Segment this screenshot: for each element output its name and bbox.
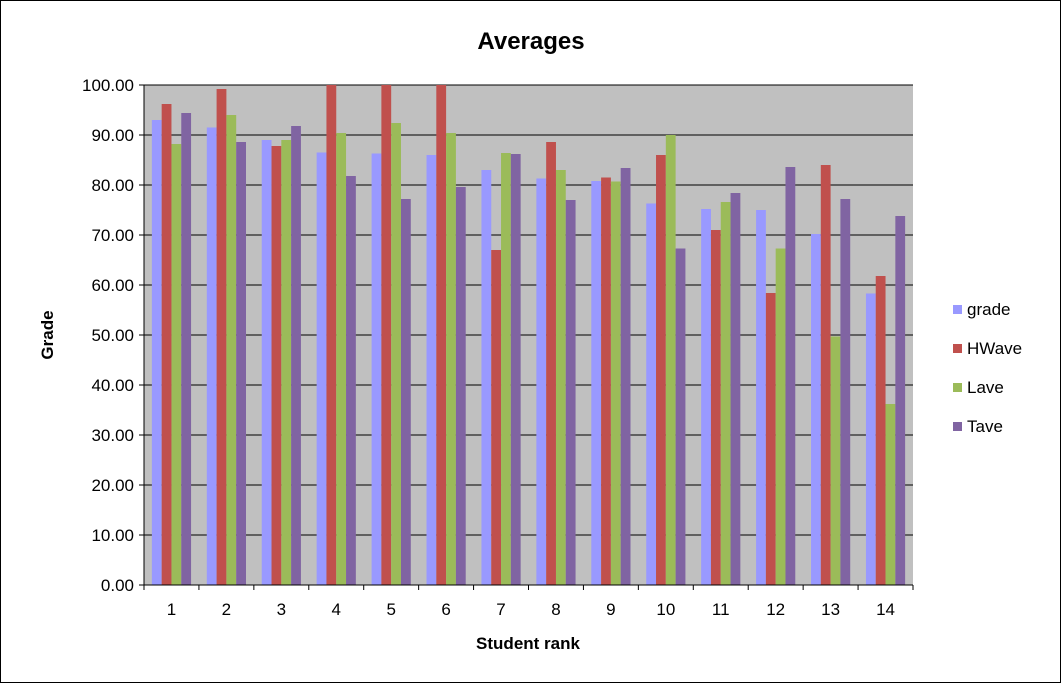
legend-swatch-hwave — [953, 344, 962, 353]
bar-hwave-1 — [161, 104, 172, 585]
y-axis-title: Grade — [38, 310, 57, 359]
x-tick-label: 4 — [332, 600, 341, 619]
y-tick-label: 70.00 — [91, 226, 134, 245]
bar-lave-11 — [720, 202, 731, 585]
bar-tave-10 — [675, 248, 686, 585]
bar-hwave-2 — [216, 89, 227, 585]
x-tick-label: 5 — [386, 600, 395, 619]
y-tick-label: 20.00 — [91, 476, 134, 495]
bar-lave-12 — [775, 248, 786, 585]
legend-label-hwave: HWave — [967, 339, 1022, 358]
legend-label-grade: grade — [967, 300, 1010, 319]
bar-grade-7 — [481, 170, 492, 585]
bar-tave-6 — [455, 187, 466, 585]
legend-swatch-tave — [953, 422, 962, 431]
bar-grade-10 — [646, 203, 657, 585]
bar-hwave-13 — [820, 165, 831, 585]
y-tick-label: 80.00 — [91, 176, 134, 195]
x-tick-label: 12 — [766, 600, 785, 619]
bar-lave-1 — [171, 144, 182, 585]
bar-grade-5 — [371, 153, 382, 585]
x-tick-label: 6 — [441, 600, 450, 619]
y-tick-label: 30.00 — [91, 426, 134, 445]
y-tick-label: 0.00 — [101, 576, 134, 595]
bar-tave-5 — [400, 199, 411, 585]
bar-hwave-3 — [271, 146, 282, 585]
bar-lave-13 — [830, 336, 841, 585]
x-tick-label: 10 — [656, 600, 675, 619]
bar-grade-11 — [701, 209, 711, 585]
legend: grade HWave Lave Tave — [953, 300, 1022, 436]
bar-tave-8 — [565, 200, 576, 585]
bar-grade-4 — [316, 152, 327, 585]
x-tick-label: 9 — [606, 600, 615, 619]
x-tick-label: 3 — [277, 600, 286, 619]
bar-tave-9 — [620, 168, 631, 585]
x-tick-label: 8 — [551, 600, 560, 619]
bar-lave-6 — [446, 133, 456, 585]
plot-area: 0.00 10.00 20.00 30.00 40.00 50.00 60.00 70.00 8… — [82, 76, 914, 619]
x-tick-label: 13 — [821, 600, 840, 619]
y-tick-label: 50.00 — [91, 326, 134, 345]
x-tick-label: 14 — [876, 600, 895, 619]
bar-hwave-4 — [326, 85, 337, 585]
bar-hwave-7 — [491, 250, 502, 585]
bar-tave-2 — [236, 142, 246, 585]
bar-lave-5 — [391, 123, 401, 585]
bar-hwave-11 — [710, 230, 721, 585]
bar-grade-13 — [811, 234, 821, 585]
bar-lave-10 — [665, 135, 676, 585]
bar-lave-7 — [501, 153, 511, 585]
y-tick-label: 60.00 — [91, 276, 134, 295]
bar-hwave-12 — [765, 293, 776, 585]
bar-tave-11 — [730, 193, 741, 585]
bar-grade-14 — [865, 293, 876, 585]
bar-hwave-14 — [875, 276, 886, 585]
y-tick-label: 40.00 — [91, 376, 134, 395]
bar-grade-9 — [591, 181, 602, 585]
x-axis-title: Student rank — [476, 634, 580, 653]
bar-lave-8 — [555, 170, 566, 585]
y-tick-label: 90.00 — [91, 126, 134, 145]
bar-hwave-5 — [381, 85, 392, 585]
bar-lave-9 — [610, 181, 621, 585]
bar-lave-2 — [226, 115, 237, 585]
bar-grade-1 — [151, 120, 162, 585]
y-tick-label: 10.00 — [91, 526, 134, 545]
bar-tave-7 — [510, 154, 521, 585]
bar-tave-1 — [181, 113, 192, 585]
bar-lave-3 — [281, 140, 292, 585]
bar-grade-12 — [756, 210, 766, 585]
bar-hwave-10 — [656, 155, 666, 585]
bar-grade-8 — [536, 178, 547, 585]
bar-hwave-8 — [546, 142, 556, 585]
bar-grade-2 — [206, 127, 217, 585]
bar-lave-14 — [885, 404, 896, 585]
bar-hwave-9 — [601, 177, 611, 585]
x-tick-label: 1 — [167, 600, 176, 619]
legend-swatch-grade — [953, 305, 962, 314]
bar-tave-14 — [895, 216, 906, 585]
bar-lave-4 — [336, 133, 347, 585]
x-tick-label: 7 — [496, 600, 505, 619]
legend-swatch-lave — [953, 383, 962, 392]
bar-tave-3 — [291, 126, 301, 585]
x-tick-label: 2 — [222, 600, 231, 619]
y-tick-label: 100.00 — [82, 76, 134, 95]
bar-grade-6 — [426, 155, 437, 585]
bar-grade-3 — [261, 140, 272, 585]
legend-label-lave: Lave — [967, 378, 1004, 397]
x-tick-label: 11 — [712, 600, 730, 619]
bar-tave-12 — [785, 167, 796, 585]
chart-title: Averages — [477, 28, 584, 55]
bar-tave-13 — [840, 199, 851, 585]
bar-tave-4 — [346, 176, 356, 585]
legend-label-tave: Tave — [967, 417, 1003, 436]
bar-hwave-6 — [436, 85, 447, 585]
